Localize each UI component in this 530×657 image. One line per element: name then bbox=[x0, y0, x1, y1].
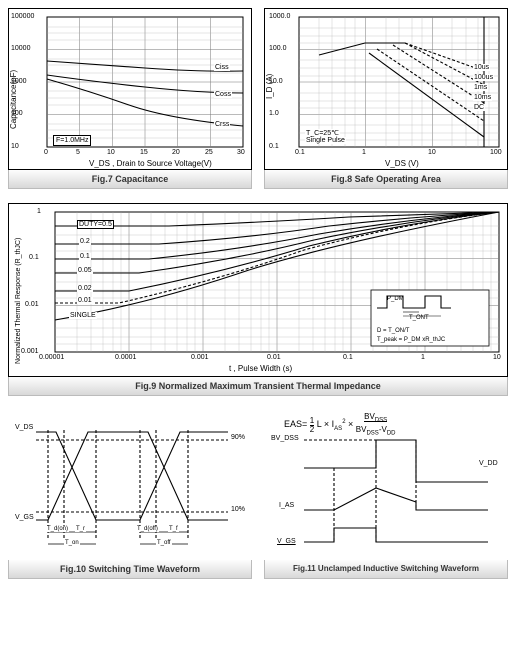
fig11-formula: EAS= 12 L × IAS2 × BVDSS BVDSS-VDD bbox=[284, 412, 395, 437]
fig7-chart: 10 100 1000 10000 100000 0 5 10 15 20 25… bbox=[8, 8, 252, 170]
fig8-xlabel: V_DS (V) bbox=[385, 159, 419, 168]
fig7-caption: Fig.7 Capacitance bbox=[8, 170, 252, 189]
fig9-ylabel: Normalized Thermal Response (R_thJC) bbox=[15, 238, 22, 364]
fig8-xtick-2: 10 bbox=[428, 149, 436, 156]
fig11-formula-prefix: EAS= bbox=[284, 419, 307, 429]
fig8-s2: 1ms bbox=[473, 84, 488, 91]
fig7-ylabel: Capacitance(pF) bbox=[9, 70, 18, 129]
fig8-ytick-0: 0.1 bbox=[269, 143, 279, 150]
fig9-d0: DUTY=0.5 bbox=[77, 220, 114, 229]
fig9-xt4: 0.1 bbox=[343, 354, 353, 361]
fig9-chart: P_DM T_ON T D = T_ON/T T_peak = P_DM xR_… bbox=[8, 203, 508, 377]
fig10-tdoff: T_d(off) bbox=[136, 526, 159, 532]
fig9-yt2: 0.1 bbox=[29, 254, 39, 261]
fig9-xt1: 0.0001 bbox=[115, 354, 136, 361]
fig7-ytick-4: 100000 bbox=[11, 13, 34, 20]
fig10-tr: T_r bbox=[75, 526, 86, 532]
fig9-xt5: 1 bbox=[421, 354, 425, 361]
fig8-xtick-0: 0.1 bbox=[295, 149, 305, 156]
fig8-s1: 100us bbox=[473, 74, 494, 81]
fig7-xtick-3: 15 bbox=[140, 149, 148, 156]
fig9-xt2: 0.001 bbox=[191, 354, 209, 361]
fig9-yt0: 0.001 bbox=[21, 348, 39, 355]
fig10-panel: V_DS V_GS 90% 10% T_d(on) T_r T_on T_d(o… bbox=[8, 410, 252, 579]
fig7-xtick-2: 10 bbox=[107, 149, 115, 156]
fig11-chart: EAS= 12 L × IAS2 × BVDSS BVDSS-VDD BV_DS… bbox=[264, 410, 508, 560]
fig8-chart: 0.1 1.0 10.0 100.0 1000.0 0.1 1 10 100 V… bbox=[264, 8, 508, 170]
fig10-ton: T_on bbox=[64, 540, 80, 546]
fig9-d1: 0.2 bbox=[79, 238, 91, 245]
fig8-caption: Fig.8 Safe Operating Area bbox=[264, 170, 508, 189]
fig9-panel: P_DM T_ON T D = T_ON/T T_peak = P_DM xR_… bbox=[8, 203, 508, 396]
svg-text:P_DM: P_DM bbox=[387, 296, 404, 302]
fig11-panel: EAS= 12 L × IAS2 × BVDSS BVDSS-VDD BV_DS… bbox=[264, 410, 508, 579]
fig7-xtick-0: 0 bbox=[44, 149, 48, 156]
fig8-s3: 10ms bbox=[473, 94, 492, 101]
svg-text:T_peak = P_DM xR_thJC: T_peak = P_DM xR_thJC bbox=[377, 337, 446, 343]
fig7-xlabel: V_DS , Drain to Source Voltage(V) bbox=[89, 159, 212, 168]
fig10-vds: V_DS bbox=[14, 424, 34, 431]
fig11-caption: Fig.11 Unclamped Inductive Switching Wav… bbox=[264, 560, 508, 579]
fig7-xtick-6: 30 bbox=[237, 149, 245, 156]
fig8-xtick-1: 1 bbox=[362, 149, 366, 156]
fig10-10: 10% bbox=[230, 506, 246, 513]
fig9-xlabel: t , Pulse Width (s) bbox=[229, 364, 292, 373]
fig10-toff: T_off bbox=[156, 540, 172, 546]
fig9-xt6: 10 bbox=[493, 354, 501, 361]
fig10-tf: T_f bbox=[168, 526, 179, 532]
fig7-xtick-1: 5 bbox=[76, 149, 80, 156]
fig7-xtick-5: 25 bbox=[205, 149, 213, 156]
fig9-d3: 0.05 bbox=[77, 267, 93, 274]
fig7-panel: 10 100 1000 10000 100000 0 5 10 15 20 25… bbox=[8, 8, 252, 189]
fig10-vgs: V_GS bbox=[14, 514, 35, 521]
fig8-cond1: T_C=25℃ bbox=[305, 129, 340, 137]
fig9-d6: SINGLE bbox=[69, 312, 97, 319]
svg-text:D = T_ON/T: D = T_ON/T bbox=[377, 328, 410, 334]
fig10-chart: V_DS V_GS 90% 10% T_d(on) T_r T_on T_d(o… bbox=[8, 410, 252, 560]
fig10-caption: Fig.10 Switching Time Waveform bbox=[8, 560, 252, 579]
fig8-ytick-4: 1000.0 bbox=[269, 13, 290, 20]
fig8-s0: 10us bbox=[473, 64, 490, 71]
fig7-ciss-label: Ciss bbox=[214, 64, 230, 71]
fig10-90: 90% bbox=[230, 434, 246, 441]
fig7-condition: F=1.0MHz bbox=[53, 135, 91, 146]
fig8-ylabel: I_D (A) bbox=[265, 74, 274, 99]
fig9-yt1: 0.01 bbox=[25, 301, 39, 308]
fig8-cond2: Single Pulse bbox=[305, 137, 346, 144]
fig8-panel: 0.1 1.0 10.0 100.0 1000.0 0.1 1 10 100 V… bbox=[264, 8, 508, 189]
fig11-vgs: V_GS bbox=[276, 538, 297, 545]
fig9-xt0: 0.00001 bbox=[39, 354, 64, 361]
fig9-d4: 0.02 bbox=[77, 285, 93, 292]
fig9-d5: 0.01 bbox=[77, 297, 93, 304]
fig11-bvdss: BV_DSS bbox=[270, 435, 300, 442]
fig7-crss-label: Crss bbox=[214, 121, 230, 128]
fig8-ytick-1: 1.0 bbox=[269, 110, 279, 117]
fig7-ytick-3: 10000 bbox=[11, 45, 30, 52]
fig9-xt3: 0.01 bbox=[267, 354, 281, 361]
fig9-d2: 0.1 bbox=[79, 253, 91, 260]
fig10-tdon: T_d(on) bbox=[46, 526, 69, 532]
fig11-vdd: V_DD bbox=[478, 460, 499, 467]
fig8-s4: DC bbox=[473, 104, 485, 111]
fig7-ytick-0: 10 bbox=[11, 143, 19, 150]
fig7-xtick-4: 20 bbox=[172, 149, 180, 156]
fig11-ias: I_AS bbox=[278, 502, 295, 509]
fig8-ytick-3: 100.0 bbox=[269, 45, 287, 52]
fig7-coss-label: Coss bbox=[214, 91, 232, 98]
fig8-xtick-3: 100 bbox=[490, 149, 502, 156]
fig9-yt3: 1 bbox=[37, 208, 41, 215]
fig9-caption: Fig.9 Normalized Maximum Transient Therm… bbox=[8, 377, 508, 396]
